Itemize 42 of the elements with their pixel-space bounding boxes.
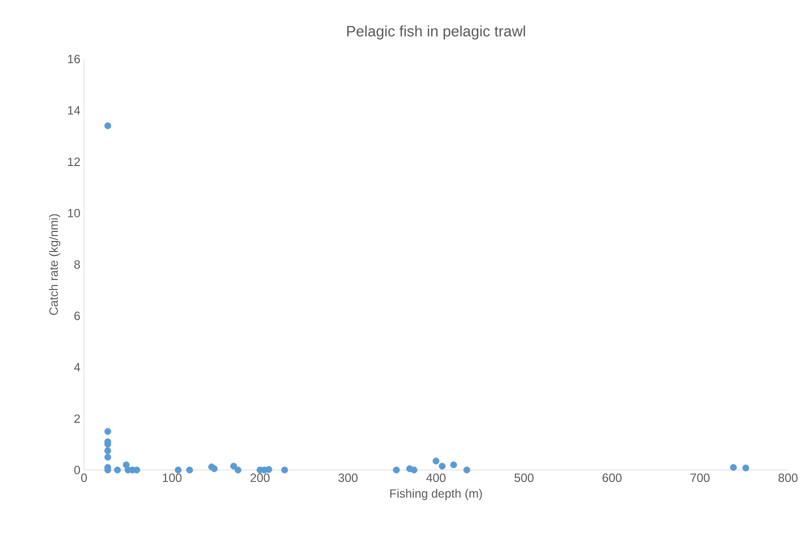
y-axis-title: Catch rate (kg/nmi) (49, 214, 60, 315)
x-tick-label: 500 (514, 474, 534, 482)
point (742, 464, 750, 472)
y-tick-label: 2 (74, 414, 80, 423)
point (104, 428, 112, 435)
y-tick-label: 8 (74, 260, 80, 269)
y-tick-label: 12 (68, 158, 80, 166)
point (104, 122, 112, 130)
point (410, 466, 418, 474)
point (432, 458, 440, 464)
x-tick-label: 100 (162, 474, 182, 482)
point (186, 466, 194, 474)
y-tick-label: 14 (68, 106, 80, 115)
x-axis-title: Fishing depth (m) (390, 488, 482, 500)
point (174, 466, 182, 474)
point (265, 466, 272, 473)
point (730, 464, 737, 471)
point (450, 461, 457, 468)
x-tick-label: 700 (690, 474, 710, 482)
y-tick-label: 4 (74, 363, 80, 372)
point (114, 466, 121, 474)
x-tick-label: 300 (338, 474, 358, 482)
point (122, 461, 130, 468)
point (210, 465, 218, 472)
point (438, 462, 446, 470)
point (281, 466, 288, 474)
x-tick-label: 800 (778, 474, 798, 482)
y-tick-label: 6 (74, 312, 80, 320)
x-tick-label: 600 (602, 474, 622, 482)
point (104, 454, 112, 461)
y-tick-label: 16 (68, 54, 80, 64)
y-tick-label: 10 (68, 208, 80, 218)
chart-title: Pelagic fish in pelagic trawl (347, 25, 525, 40)
x-tick-label: 0 (81, 474, 87, 482)
point (230, 462, 238, 470)
point (463, 466, 470, 474)
x-tick-label: 400 (426, 474, 446, 482)
point (234, 466, 242, 474)
point (104, 447, 112, 454)
x-tick-label: 200 (250, 474, 270, 482)
y-tick-label: 0 (74, 466, 80, 474)
point (393, 466, 400, 474)
